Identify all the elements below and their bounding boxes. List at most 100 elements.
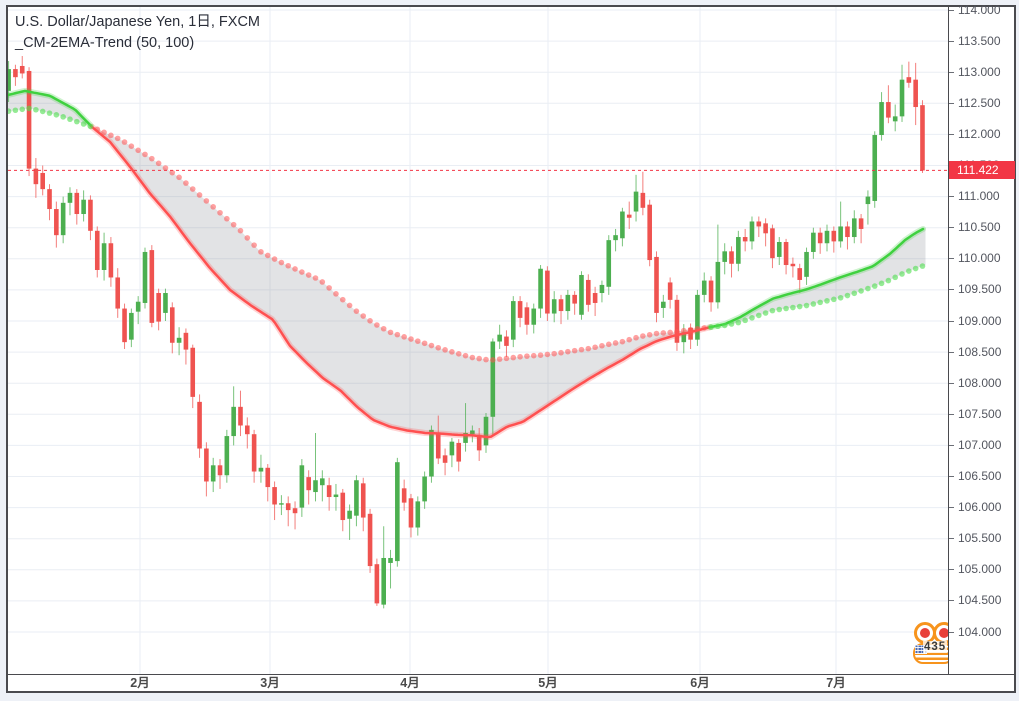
ema100-dot (189, 186, 196, 192)
ema-band-fill (8, 90, 926, 438)
candle-down (790, 263, 796, 267)
price-tick (949, 227, 954, 229)
price-axis-label: 106.000 (958, 500, 1002, 515)
candle-up (142, 251, 148, 303)
ema100-dot (721, 322, 728, 329)
ema100-dot (708, 324, 714, 330)
candle-up (320, 478, 325, 486)
ema100-dot (155, 160, 162, 167)
price-tick (949, 40, 954, 42)
candle-down (913, 79, 918, 108)
candle-down (326, 485, 332, 498)
ema100-dot (490, 357, 496, 363)
ema100-dot (667, 329, 673, 336)
ema100-dot (128, 143, 135, 150)
candle-down (572, 294, 577, 304)
candle-up (8, 69, 11, 91)
price-axis-label: 112.500 (958, 95, 1001, 110)
candle-down (742, 237, 748, 242)
ema100-dot (728, 321, 735, 327)
candle-down (306, 477, 311, 491)
price-axis-label: 109.500 (958, 282, 1002, 297)
ema100-dot (878, 280, 885, 287)
candle-up (422, 476, 427, 502)
candle-down (197, 401, 202, 449)
ema100-dot (660, 330, 667, 336)
ema100-dot (237, 227, 244, 234)
time-axis[interactable]: 2月 3月 4月 5月 6月 7月 (8, 674, 1014, 691)
price-tick (949, 538, 954, 540)
ema100-dot (19, 106, 26, 113)
ema100-dot (544, 351, 551, 358)
ema100-dot (353, 308, 360, 314)
candle-down (149, 250, 155, 323)
candle-down (920, 105, 925, 171)
candle-up (135, 301, 141, 312)
ema100-dot (749, 315, 755, 321)
ema100-dot (421, 340, 428, 347)
candle-up (388, 557, 393, 563)
chart-canvas[interactable] (8, 7, 948, 674)
candle-up (851, 218, 857, 238)
ema100-dot (449, 349, 455, 355)
price-tick (949, 382, 954, 384)
candle-down (831, 230, 837, 242)
candle-up (776, 242, 782, 257)
ema100-dot (26, 105, 32, 112)
ema100-dot (183, 180, 189, 186)
candle-up (381, 557, 386, 605)
ema100-dot (646, 331, 653, 338)
candle-up (354, 480, 359, 516)
ema100-dot (94, 126, 101, 133)
ema100-dot (258, 249, 264, 255)
price-axis-label: 108.500 (958, 344, 1002, 359)
candle-down (401, 488, 407, 503)
candle-up (449, 441, 455, 456)
candle-down (360, 483, 366, 518)
price-axis-label: 114.000 (958, 2, 1001, 17)
ema100-dot (251, 242, 257, 248)
ema100-dot (169, 169, 176, 176)
ema100-dot (906, 268, 912, 274)
price-tick (949, 133, 954, 135)
candle-up (551, 299, 557, 314)
candle-down (156, 293, 161, 322)
ema100-dot (217, 209, 223, 216)
price-axis-label: 104.500 (958, 593, 1002, 608)
candle-up (129, 312, 134, 340)
ema100-dot (783, 305, 789, 312)
ema100-dot (326, 285, 332, 291)
price-chart-plot[interactable]: U.S. Dollar/Japanese Yen, 1日, FXCM _CM-2… (8, 7, 948, 674)
candle-up (463, 432, 468, 443)
candle-down (654, 256, 659, 313)
price-axis[interactable]: 111.422 114.000 113.500 113.000 112.500 112.… (948, 3, 1015, 674)
ema100-dot (756, 312, 762, 319)
candle-up (661, 301, 666, 308)
price-tick (949, 258, 954, 260)
ema100-dot (360, 313, 367, 319)
price-tick (949, 71, 954, 73)
ema100-dot (292, 266, 298, 272)
ema100-dot (790, 304, 796, 311)
candle-up (579, 274, 584, 315)
ema100-dot (578, 346, 585, 353)
ema100-dot (817, 299, 823, 306)
ema100-dot (592, 344, 598, 351)
candle-down (374, 564, 380, 604)
price-tick (949, 600, 954, 602)
candle-down (435, 432, 441, 459)
candle-down (442, 455, 448, 463)
broker-watermark: 435 (913, 619, 948, 671)
ema100-dot (53, 112, 60, 118)
time-axis-label: 3月 (260, 676, 280, 690)
candle-up (299, 465, 305, 508)
ema100-dot (558, 349, 564, 356)
candle-down (906, 77, 912, 83)
candle-down (817, 232, 823, 244)
candle-up (67, 192, 73, 203)
ema100-dot (244, 235, 251, 241)
ema100-dot (367, 318, 373, 324)
ema100-dot (687, 326, 694, 333)
candle-up (497, 334, 502, 342)
candle-down (667, 282, 673, 300)
